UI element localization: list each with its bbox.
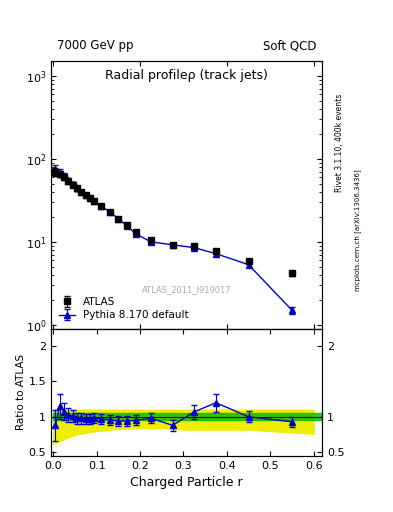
Text: Soft QCD: Soft QCD <box>263 39 317 52</box>
Legend: ATLAS, Pythia 8.170 default: ATLAS, Pythia 8.170 default <box>56 294 192 323</box>
Text: mcplots.cern.ch [arXiv:1306.3436]: mcplots.cern.ch [arXiv:1306.3436] <box>354 169 361 291</box>
Y-axis label: Ratio to ATLAS: Ratio to ATLAS <box>16 354 26 430</box>
Text: 7000 GeV pp: 7000 GeV pp <box>57 39 133 52</box>
Text: ATLAS_2011_I919017: ATLAS_2011_I919017 <box>142 285 231 294</box>
X-axis label: Charged Particle r: Charged Particle r <box>130 476 243 489</box>
Text: Radial profileρ (track jets): Radial profileρ (track jets) <box>105 70 268 82</box>
Text: Rivet 3.1.10, 400k events: Rivet 3.1.10, 400k events <box>336 94 344 193</box>
